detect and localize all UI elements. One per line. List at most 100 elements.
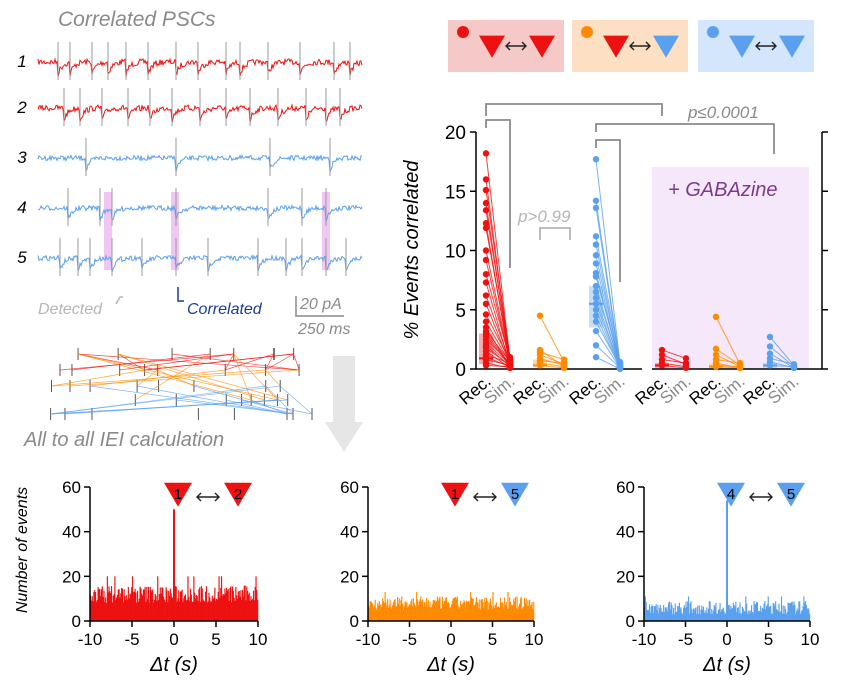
hist-bar: [469, 604, 471, 621]
hist-bar: [189, 600, 191, 621]
hist-bar: [683, 605, 685, 621]
hist-bar: [92, 601, 94, 621]
hist-bar: [90, 600, 92, 621]
hist-bar: [513, 598, 515, 621]
hist-pair-triangle-left: [164, 482, 192, 507]
hist-bar: [504, 597, 506, 621]
correlation-scatter-panel: + GABAzine % Events correlated p≤0.0001 …: [401, 103, 828, 409]
scatter-point-rec: [482, 224, 490, 232]
hist-bar: [705, 613, 707, 621]
hist-bar: [795, 614, 797, 621]
hist-bar: [168, 590, 170, 621]
hist-pair-arrow: [196, 492, 220, 502]
hist-bar: [226, 590, 229, 621]
hist-bar: [450, 604, 453, 621]
hist-bar: [199, 587, 201, 621]
scatter-point-rec: [482, 271, 490, 278]
hist-bar: [175, 586, 177, 621]
hist-x-label: Δt (s): [426, 654, 475, 676]
hist-bar: [709, 601, 711, 621]
hist-bar: [484, 602, 487, 621]
hist-bar: [169, 588, 171, 621]
hist-bar: [95, 601, 98, 621]
hist-bar: [701, 605, 703, 621]
hist-bar: [378, 600, 380, 621]
hist-bar: [99, 588, 101, 621]
hist-bar: [692, 613, 694, 621]
scatter-y-tick-label: 10: [445, 242, 466, 263]
hist-bar: [798, 601, 800, 621]
hist-bar: [459, 607, 461, 621]
hist-bar: [239, 596, 241, 621]
hist-bar: [93, 591, 95, 621]
scatter-point-rec: [482, 220, 490, 227]
scatter-pair-line: [715, 316, 741, 365]
hist-bar: [678, 602, 680, 621]
hist-bar: [475, 602, 477, 621]
hist-bar: [387, 607, 390, 621]
hist-bar: [413, 603, 415, 621]
scatter-pair-line: [595, 303, 621, 366]
hist-bar: [480, 609, 482, 621]
hist-bar: [167, 602, 169, 621]
scatter-pair-line: [485, 227, 511, 361]
hist-bar: [154, 593, 156, 621]
scatter-pair-line: [595, 356, 621, 370]
correlated-highlight: [171, 192, 179, 270]
hist-bar: [372, 603, 374, 621]
hist-bar: [526, 605, 528, 621]
scatter-point-sim: [616, 365, 624, 373]
iei-link: [90, 385, 294, 415]
scatter-point-rec: [592, 273, 600, 280]
scatter-pair-line: [595, 321, 621, 367]
hist-bar: [734, 606, 736, 621]
hist-bar: [205, 591, 207, 621]
hist-bar: [118, 589, 120, 621]
hist-bar: [411, 605, 414, 621]
hist-bar: [782, 605, 784, 621]
hist-bar: [383, 603, 385, 621]
scatter-point-rec: [592, 204, 600, 212]
scatter-point-rec: [658, 351, 666, 358]
hist-bar: [679, 608, 681, 621]
hist-bar: [142, 589, 145, 621]
hist-bar: [226, 587, 228, 621]
hist-bar: [808, 609, 810, 621]
hist-bar: [799, 601, 801, 621]
hist-bar: [94, 590, 96, 621]
hist-bar: [733, 605, 735, 621]
legend-triangle-left: [603, 35, 629, 58]
hist-bar: [155, 595, 157, 621]
legend-triangle-right: [529, 35, 555, 58]
hist-bar: [104, 601, 106, 621]
scatter-pair-line: [485, 339, 511, 364]
hist-bar: [509, 601, 512, 621]
hist-bar: [377, 605, 380, 621]
hist-bar: [376, 609, 378, 621]
hist-bar: [687, 601, 689, 621]
hist-bar: [781, 613, 783, 621]
hist-bar: [753, 600, 755, 621]
hist-bar: [498, 606, 500, 621]
scatter-point-rec: [712, 351, 720, 358]
hist-bar: [499, 597, 502, 621]
scatter-pair-line: [485, 330, 511, 363]
hist-bar: [688, 613, 690, 621]
hist-bar: [451, 600, 453, 621]
hist-bar: [124, 596, 126, 621]
hist-bar: [211, 595, 213, 621]
hist-bar: [663, 605, 665, 621]
hist-bar: [250, 596, 252, 621]
iei-link: [64, 399, 278, 415]
hist-bar: [423, 601, 425, 621]
hist-bar: [773, 603, 775, 621]
hist-bar: [516, 596, 518, 621]
hist-bar: [804, 601, 807, 621]
hist-bar: [447, 601, 449, 621]
hist-bar: [116, 597, 118, 621]
down-arrow: [325, 356, 363, 452]
hist-bar: [460, 604, 463, 621]
hist-bar: [477, 602, 479, 621]
hist-bar: [369, 601, 371, 621]
hist-bar: [172, 597, 174, 621]
